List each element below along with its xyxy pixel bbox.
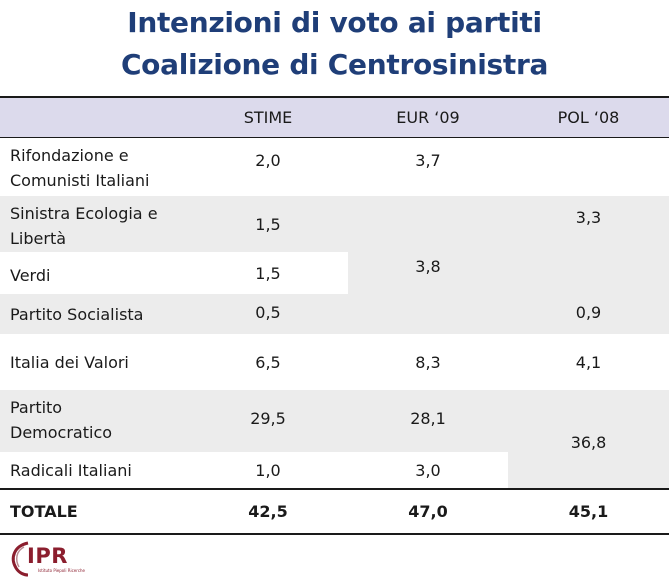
results-table: STIME EUR ‘09 POL ‘08 Rifondazione e Com… xyxy=(0,96,669,538)
header-pol: POL ‘08 xyxy=(557,108,620,127)
header-stime: STIME xyxy=(243,108,293,127)
eur-value: 3,0 xyxy=(415,460,441,480)
logo-subtitle: Istituto Piepoli Ricerche xyxy=(38,568,86,573)
bottom-rule xyxy=(0,533,669,535)
eur-value: 28,1 xyxy=(410,408,446,428)
party-label: Partito Democratico xyxy=(10,398,113,442)
logo-text: IPR xyxy=(27,544,68,568)
pol-value: 4,1 xyxy=(575,352,602,372)
total-eur: 47,0 xyxy=(408,502,448,521)
stripe-socialista xyxy=(0,294,669,334)
eur-value: 8,3 xyxy=(415,352,441,372)
stripe-pol-pd-radicali xyxy=(508,390,669,488)
stripe-pol-left-group xyxy=(508,196,669,294)
stripe-pd xyxy=(0,390,508,452)
title-line-1: Intenzioni di voto ai partiti xyxy=(127,6,542,39)
stime-value: 0,5 xyxy=(255,302,281,322)
total-label: TOTALE xyxy=(10,502,78,521)
party-label: Radicali Italiani xyxy=(10,460,132,480)
header-eur: EUR ‘09 xyxy=(396,108,460,127)
eur-value: 3,7 xyxy=(415,150,441,170)
stime-value: 2,0 xyxy=(255,150,281,170)
stime-value: 1,5 xyxy=(255,214,281,234)
ipr-logo: IPR Istituto Piepoli Ricerche xyxy=(8,540,98,578)
stime-value: 1,0 xyxy=(255,460,281,480)
party-label: Rifondazione e Comunisti Italiani xyxy=(10,146,150,190)
pol-value: 3,3 xyxy=(575,207,602,227)
header-row-bg xyxy=(0,98,669,137)
pol-value: 0,9 xyxy=(575,302,602,322)
stripe-eur-verdi xyxy=(348,252,508,294)
party-label: Italia dei Valori xyxy=(10,352,129,372)
total-rule xyxy=(0,488,669,490)
stime-value: 29,5 xyxy=(250,408,286,428)
stime-value: 1,5 xyxy=(255,263,281,283)
eur-value: 3,8 xyxy=(415,256,441,276)
page-title: Intenzioni di voto ai partiti Coalizione… xyxy=(0,2,669,86)
stripe-sinistra xyxy=(0,196,508,252)
stime-value: 6,5 xyxy=(255,352,281,372)
party-label: Verdi xyxy=(10,265,51,285)
total-stime: 42,5 xyxy=(248,502,288,521)
party-label: Sinistra Ecologia e Libertà xyxy=(10,204,158,248)
party-label: Partito Socialista xyxy=(10,304,144,324)
title-line-2: Coalizione di Centrosinistra xyxy=(120,48,549,81)
header-rule xyxy=(0,137,669,138)
top-rule xyxy=(0,96,669,98)
total-pol: 45,1 xyxy=(568,502,609,521)
logo-swirl-icon xyxy=(11,541,29,577)
pol-value: 36,8 xyxy=(570,432,607,452)
